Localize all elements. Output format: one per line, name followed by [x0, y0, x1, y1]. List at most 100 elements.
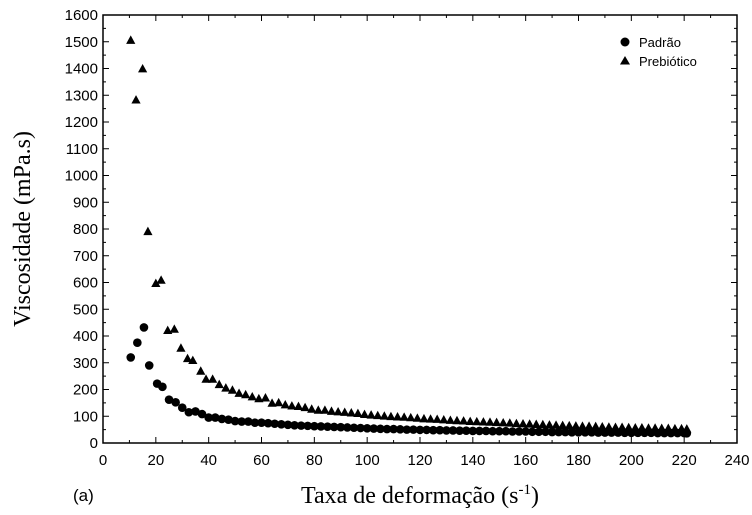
point-padrao — [415, 425, 425, 435]
legend-label-prebiotico: Prebiótico — [639, 54, 697, 69]
point-padrao — [243, 417, 253, 426]
x-axis-ticks: 0 20 40 60 80 100 120 140 160 180 200 220 240 — [99, 15, 750, 469]
point-prebiotico — [617, 422, 627, 431]
point-prebiotico — [143, 226, 153, 236]
point-prebiotico — [392, 412, 403, 421]
y-tick-label: 700 — [73, 248, 98, 265]
point-padrao — [197, 409, 207, 419]
point-prebiotico — [505, 418, 515, 427]
x-tick-label: 220 — [672, 452, 697, 469]
point-padrao — [204, 413, 213, 422]
point-padrao — [283, 420, 293, 430]
point-padrao — [303, 421, 313, 431]
point-prebiotico — [274, 397, 284, 407]
point-padrao — [250, 418, 260, 427]
y-tick-label: 1500 — [65, 34, 98, 51]
point-padrao — [594, 428, 603, 437]
point-prebiotico — [313, 405, 323, 414]
point-padrao — [501, 426, 511, 436]
point-padrao — [574, 428, 583, 437]
point-prebiotico — [571, 421, 581, 430]
point-prebiotico — [163, 325, 173, 335]
x-tick-label: 240 — [724, 452, 749, 469]
legend-marker-padrao — [620, 37, 630, 47]
point-padrao — [554, 427, 563, 437]
point-prebiotico — [300, 402, 310, 412]
point-padrao — [428, 425, 438, 435]
point-prebiotico — [657, 423, 667, 432]
point-prebiotico — [234, 388, 244, 397]
point-padrao — [191, 407, 200, 416]
point-padrao — [534, 427, 544, 437]
y-tick-label: 0 — [90, 435, 98, 452]
point-padrao — [343, 423, 352, 432]
point-padrao — [560, 427, 570, 437]
point-prebiotico — [366, 410, 376, 419]
point-prebiotico — [182, 353, 193, 363]
point-prebiotico — [196, 366, 206, 375]
point-prebiotico — [531, 419, 541, 428]
point-padrao — [237, 417, 246, 426]
y-tick-label: 600 — [73, 275, 98, 292]
point-padrao — [541, 427, 550, 437]
point-padrao — [514, 427, 524, 436]
point-padrao — [323, 422, 332, 431]
point-padrao — [263, 418, 273, 428]
point-padrao — [164, 395, 174, 404]
y-tick-label: 800 — [73, 221, 98, 238]
point-padrao — [567, 428, 577, 437]
point-prebiotico — [551, 420, 561, 429]
point-prebiotico — [156, 275, 166, 284]
point-prebiotico — [577, 421, 588, 430]
point-padrao — [475, 426, 484, 436]
x-tick-label: 80 — [306, 452, 323, 469]
point-prebiotico — [379, 411, 389, 420]
legend: Padrão Prebiótico — [620, 35, 697, 69]
point-prebiotico — [425, 414, 436, 423]
panel-label: (a) — [73, 486, 94, 505]
point-padrao — [369, 424, 379, 433]
point-prebiotico — [650, 423, 660, 432]
point-padrao — [133, 338, 142, 347]
x-tick-label: 180 — [566, 452, 591, 469]
point-prebiotico — [293, 401, 304, 411]
point-prebiotico — [439, 414, 449, 424]
point-prebiotico — [326, 406, 337, 415]
point-prebiotico — [138, 64, 148, 73]
point-prebiotico — [406, 412, 416, 422]
point-padrao — [508, 427, 517, 436]
point-prebiotico — [412, 413, 422, 422]
point-padrao — [277, 419, 286, 429]
point-padrao — [210, 413, 220, 422]
point-padrao — [230, 416, 240, 426]
point-prebiotico — [346, 408, 356, 417]
point-prebiotico — [458, 416, 469, 425]
y-tick-label: 100 — [73, 408, 98, 425]
point-padrao — [171, 398, 180, 407]
point-prebiotico — [267, 398, 277, 407]
point-padrao — [362, 423, 372, 433]
point-padrao — [349, 423, 359, 433]
point-prebiotico — [126, 35, 136, 44]
y-tick-label: 1200 — [65, 114, 98, 131]
point-prebiotico — [201, 374, 211, 383]
point-prebiotico — [452, 415, 462, 425]
x-tick-label: 200 — [619, 452, 644, 469]
point-padrao — [409, 425, 418, 434]
point-padrao — [422, 425, 431, 435]
point-prebiotico — [214, 379, 224, 389]
y-tick-label: 1400 — [65, 61, 98, 78]
point-padrao — [257, 418, 266, 427]
x-tick-label: 60 — [253, 452, 270, 469]
point-padrao — [144, 361, 154, 370]
legend-marker-prebiotico — [620, 56, 630, 65]
point-padrao — [521, 427, 530, 436]
x-axis-title: Taxa de deformação (s-1) — [301, 482, 539, 509]
point-prebiotico — [287, 401, 297, 410]
point-padrao — [455, 426, 464, 435]
point-padrao — [356, 423, 365, 433]
y-tick-label: 400 — [73, 328, 98, 345]
y-tick-label: 900 — [73, 194, 98, 211]
point-prebiotico — [525, 419, 535, 428]
x-tick-label: 100 — [355, 452, 380, 469]
